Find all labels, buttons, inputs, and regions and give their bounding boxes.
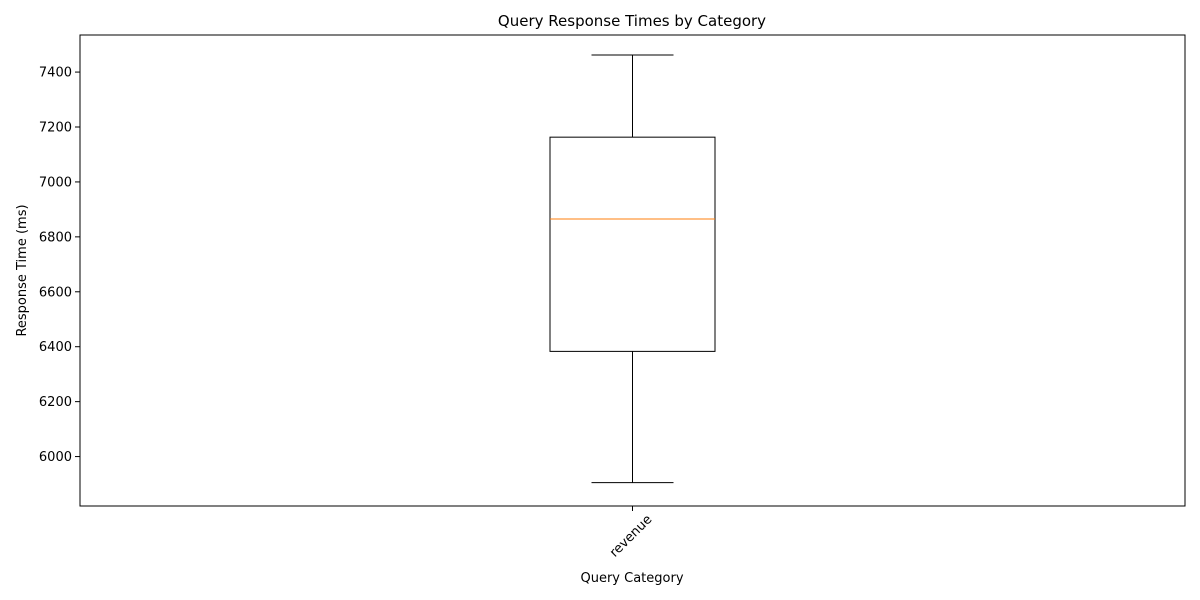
x-axis: revenue xyxy=(607,506,655,560)
y-tick-label: 6800 xyxy=(39,230,72,245)
y-tick-label: 7000 xyxy=(39,175,72,190)
y-tick-label: 6400 xyxy=(39,340,72,355)
plot-frame xyxy=(79,34,1186,507)
x-axis-label: Query Category xyxy=(580,571,683,586)
x-tick-label: revenue xyxy=(607,512,655,560)
y-tick-label: 6200 xyxy=(39,395,72,410)
box-revenue xyxy=(549,54,716,484)
y-axis-label: Response Time (ms) xyxy=(15,204,30,336)
chart-title: Query Response Times by Category xyxy=(498,12,766,30)
boxes xyxy=(549,54,716,484)
iqr-box xyxy=(549,136,716,352)
y-axis: 6000 6200 6400 6600 6800 7000 7200 7400 xyxy=(39,66,80,465)
y-tick-label: 7400 xyxy=(39,66,72,81)
y-tick-label: 6600 xyxy=(39,285,72,300)
y-tick-label: 7200 xyxy=(39,121,72,136)
y-tick-label: 6000 xyxy=(39,450,72,465)
